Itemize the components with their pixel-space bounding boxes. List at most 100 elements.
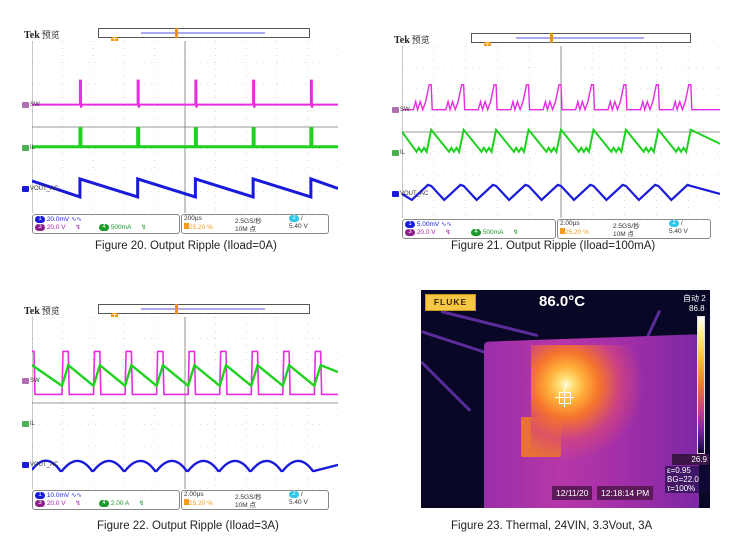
trigger-slope-icon: / (300, 215, 303, 223)
scope-screen (32, 41, 338, 213)
figure-23-caption: Figure 23. Thermal, 24VIN, 3.3Vout, 3A (451, 520, 653, 532)
channel-tag (392, 107, 399, 113)
trigger-position: 25.20 % (184, 223, 213, 231)
channel-tag (22, 145, 29, 151)
figure-22-caption: Figure 22. Output Ripple (Iload=3A) (97, 520, 279, 532)
ch3-coupling-icon: ↯ (75, 500, 81, 507)
channel-readout: 1 10.0mV ∿∿ 3 20.0 V ↯ 4 2.00 A ↯ (32, 490, 180, 510)
ch4-coupling-icon: ↯ (140, 224, 147, 231)
channel-name: SW (30, 102, 40, 108)
channel-name: IL (400, 150, 406, 156)
ch1-scale: 20.0mV (46, 216, 70, 223)
measurement-params: ε=0.95 BG=22.0 τ=100% (665, 466, 710, 493)
scope-screen (402, 46, 720, 218)
thermal-image: FLUKE 86.0°C 自动 2 86.8 26.9 ε=0.95 BG=22… (421, 290, 710, 508)
record-view-bar (471, 33, 691, 43)
trigger-position-icon (560, 228, 565, 234)
brand-label: Tek (24, 30, 40, 41)
ch4-badge[interactable]: 4 (471, 228, 481, 236)
trigger-position-marker (174, 28, 178, 38)
sw-waveform (32, 350, 338, 396)
channel-readout: 1 5.00mV ∿∿ 3 20.0 V ↯ 4 500mA ↯ (402, 219, 556, 239)
il-waveform (402, 127, 720, 155)
trigger-slope-icon: / (300, 491, 303, 499)
channel-1-marker: VOUT_AC (392, 191, 428, 197)
sample-rate: 2.5GS/秒 (235, 218, 262, 225)
ch4-badge[interactable]: 4 (99, 223, 109, 231)
waveform-plot (402, 46, 720, 218)
channel-tag (22, 378, 29, 384)
cable (440, 310, 539, 338)
record-window (141, 32, 265, 34)
ch1-badge[interactable]: 1 (35, 215, 45, 223)
crosshair-icon (555, 388, 574, 407)
trigger-channel-badge[interactable]: 2 (289, 215, 299, 222)
trigger-source: 2 / (289, 491, 303, 498)
il-waveform (32, 127, 338, 149)
scale-max: 86.8 (689, 304, 705, 313)
scope-header: Tek 预览 (22, 27, 340, 41)
transmission: τ=100% (667, 484, 696, 493)
trigger-position: 25.20 % (184, 499, 213, 507)
channel-tag (392, 191, 399, 197)
acq-mode: 预览 (41, 30, 60, 40)
channel-4-marker: IL (22, 421, 35, 427)
trigger-position-value: 25.20 % (189, 500, 213, 507)
ch4-scale: 2.00 A (110, 500, 129, 507)
channel-name: VOUT_AC (30, 462, 59, 468)
ch1-coupling-icon: ∿∿ (71, 492, 82, 499)
trigger-position-value: 25.20 % (565, 229, 589, 236)
il-waveform (32, 363, 338, 388)
trigger-slope-icon: / (680, 220, 683, 228)
trigger-position: 25.20 % (560, 228, 589, 236)
cable (421, 360, 472, 413)
sample-rate: 2.5GS/秒 (235, 494, 262, 501)
ch3-scale: 20.0 V (46, 224, 66, 231)
scope-brand: Tek 预览 (24, 28, 60, 41)
ch3-badge[interactable]: 3 (35, 499, 45, 507)
ch3-scale: 20.0 V (46, 500, 66, 507)
ch4-scale: 500mA (482, 229, 504, 236)
vout-waveform (32, 459, 338, 473)
ch3-badge[interactable]: 3 (405, 228, 415, 236)
scope-screen (32, 317, 338, 489)
color-scale-bar (697, 316, 705, 454)
horizontal-readout: 200µs 25.20 % 2.5GS/秒 10M 点 2 / 5.40 V (181, 214, 329, 234)
record-length: 10M 点 (235, 226, 256, 233)
channel-tag (22, 462, 29, 468)
ch1-scale: 5.00mV (416, 221, 440, 228)
record-length: 10M 点 (613, 231, 634, 238)
record-view-bar (98, 28, 310, 38)
ch3-coupling-icon: ↯ (75, 224, 81, 231)
ch1-badge[interactable]: 1 (405, 220, 415, 228)
ch3-scale: 20.0 V (416, 229, 436, 236)
channel-4-marker: IL (22, 145, 35, 151)
ch1-coupling-icon: ∿∿ (71, 216, 82, 223)
trigger-position-marker (550, 33, 554, 43)
scope-header: Tek 预览 (392, 32, 722, 46)
waveform-plot (32, 41, 338, 213)
acq-mode: 预览 (41, 306, 60, 316)
figure-21-caption: Figure 21. Output Ripple (Iload=100mA) (451, 240, 656, 252)
fluke-logo: FLUKE (425, 294, 476, 311)
scale-min: 26.9 (672, 454, 709, 465)
ch1-badge[interactable]: 1 (35, 491, 45, 499)
figure-20-caption: Figure 20. Output Ripple (Iload=0A) (95, 240, 277, 252)
ch4-badge[interactable]: 4 (99, 499, 109, 507)
trigger-source: 2 / (289, 215, 303, 222)
channel-3-marker: SW (392, 107, 410, 113)
record-window (141, 308, 265, 310)
vout-waveform (32, 176, 338, 200)
trigger-channel-badge[interactable]: 2 (289, 491, 299, 498)
sw-waveform (32, 79, 338, 108)
capture-time: 12:18:14 PM (597, 486, 654, 500)
channel-4-marker: IL (392, 150, 405, 156)
trigger-channel-badge[interactable]: 2 (669, 220, 679, 227)
trigger-position-icon (184, 499, 189, 505)
trigger-source: 2 / (669, 220, 683, 227)
center-temperature: 86.0°C (539, 293, 586, 310)
ch3-badge[interactable]: 3 (35, 223, 45, 231)
trigger-position-marker (174, 304, 178, 314)
